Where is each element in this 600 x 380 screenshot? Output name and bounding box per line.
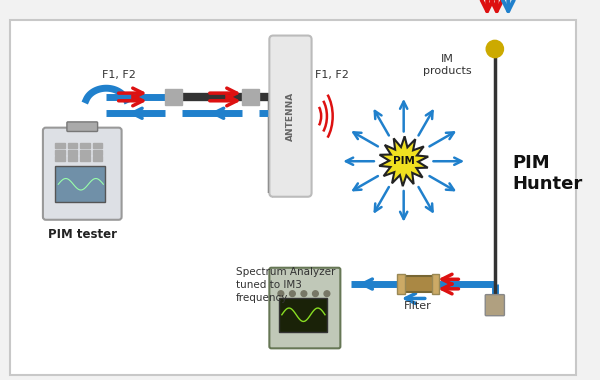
- Bar: [431, 274, 439, 294]
- Bar: [68, 157, 77, 161]
- Circle shape: [324, 291, 330, 296]
- Bar: [80, 157, 90, 161]
- Polygon shape: [379, 136, 428, 186]
- Circle shape: [313, 291, 318, 296]
- Bar: [401, 276, 436, 292]
- FancyBboxPatch shape: [67, 122, 98, 131]
- Circle shape: [278, 291, 284, 296]
- Text: F1, F2: F1, F2: [315, 70, 349, 80]
- Bar: [68, 143, 77, 148]
- Bar: [68, 150, 77, 155]
- FancyBboxPatch shape: [43, 128, 122, 220]
- Text: F1, F2: F1, F2: [102, 70, 136, 80]
- Text: PIM
Hunter: PIM Hunter: [512, 154, 583, 193]
- Circle shape: [301, 291, 307, 296]
- Bar: [55, 143, 65, 148]
- Text: ANTENNA: ANTENNA: [286, 92, 295, 141]
- Circle shape: [290, 291, 295, 296]
- Bar: [55, 157, 65, 161]
- Bar: [242, 89, 259, 105]
- Bar: [397, 274, 404, 294]
- FancyBboxPatch shape: [269, 36, 311, 197]
- Bar: [165, 89, 182, 105]
- Text: Filter: Filter: [404, 301, 432, 311]
- Bar: [93, 150, 103, 155]
- Circle shape: [486, 40, 503, 58]
- FancyBboxPatch shape: [485, 294, 505, 316]
- Bar: [93, 143, 103, 148]
- Bar: [55, 150, 65, 155]
- Text: PIM tester: PIM tester: [48, 228, 117, 241]
- Bar: [93, 157, 103, 161]
- Bar: [80, 150, 90, 155]
- Text: PIM: PIM: [393, 156, 415, 166]
- Text: Spectrum Analyzer
tuned to IM3
frequency: Spectrum Analyzer tuned to IM3 frequency: [236, 267, 335, 303]
- Bar: [55, 166, 105, 203]
- FancyBboxPatch shape: [10, 20, 577, 375]
- Text: IM
products: IM products: [422, 54, 471, 76]
- FancyBboxPatch shape: [269, 268, 340, 348]
- Bar: [80, 143, 90, 148]
- Bar: [279, 298, 327, 332]
